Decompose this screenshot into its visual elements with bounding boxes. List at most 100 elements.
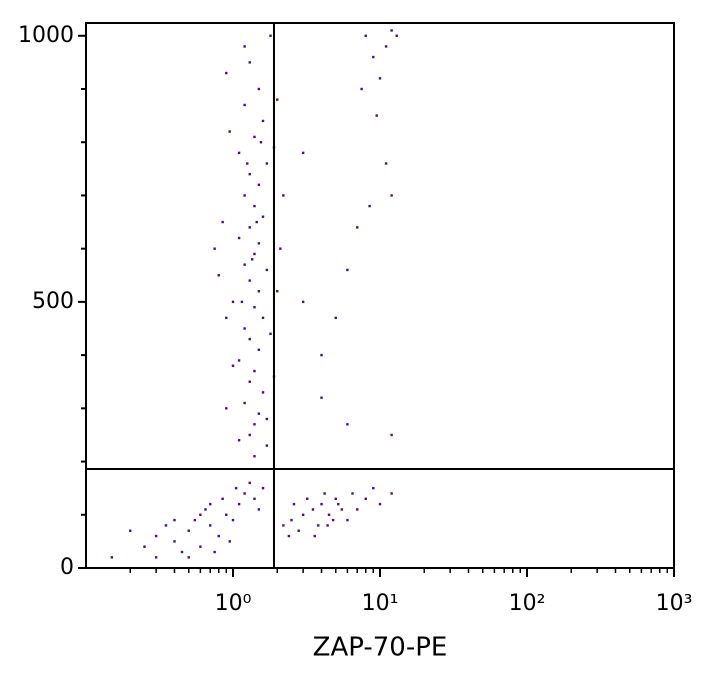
point [384,45,388,48]
point [257,87,261,91]
point [259,141,263,144]
point [110,556,114,559]
point [237,236,241,240]
point [237,439,241,442]
point [248,172,251,176]
point [331,518,335,522]
point [368,204,371,208]
point [253,252,256,256]
point [237,151,241,155]
point [225,316,228,320]
point [384,162,388,165]
point [243,194,246,197]
point [257,183,261,186]
point [297,529,300,532]
point [261,119,265,123]
point [261,486,265,490]
point [253,369,256,373]
point [253,306,256,309]
point [243,103,246,107]
point [265,162,269,165]
point [390,29,393,32]
point [209,502,212,506]
point [187,556,190,559]
point [228,130,231,133]
point [255,220,258,224]
point [231,518,235,522]
point [323,492,326,495]
point [276,98,279,101]
point [261,391,265,394]
point [269,34,272,37]
point [390,492,393,495]
point [129,529,132,532]
point [164,524,168,527]
point [225,407,228,410]
point [199,545,202,548]
point [221,497,224,501]
point [372,486,375,490]
point [356,508,359,511]
point [240,300,244,304]
point [243,263,246,266]
point [187,529,190,532]
point [313,534,316,538]
point [282,524,285,527]
x-tick-label: 10³ [656,591,693,616]
point [265,417,269,421]
point [282,194,285,197]
x-tick-label: 10² [509,591,546,616]
point [311,508,315,511]
point [253,204,256,208]
point [225,513,228,516]
point [360,87,363,91]
point [257,348,261,351]
point [248,226,251,229]
point [346,268,349,272]
point [261,316,265,320]
point [372,55,375,59]
point [257,508,261,511]
point [253,455,256,458]
point [248,279,251,282]
point [356,226,359,229]
point [290,518,293,522]
point [180,550,184,554]
point [301,513,305,516]
point [334,497,337,501]
point [265,444,269,447]
point [253,423,256,426]
point [209,524,212,527]
point [364,34,367,37]
point [221,220,224,224]
point [253,135,256,139]
point [243,492,246,495]
point [243,401,246,405]
plot-frame [85,22,675,569]
point [143,545,146,548]
x-tick-label: 10⁰ [215,591,252,616]
point [390,194,393,197]
point [248,380,251,383]
point [257,412,261,415]
point [287,534,291,538]
point [248,337,251,341]
point [217,274,220,277]
x-tick-label: 10¹ [362,591,399,616]
point [237,502,241,506]
point [257,290,261,293]
point [173,540,176,543]
point [320,502,323,506]
point [248,433,251,437]
y-tick-label: 0 [60,555,74,580]
point [390,433,393,437]
point [154,556,158,559]
point [346,518,349,522]
point [320,353,323,357]
point [378,502,382,506]
point [253,497,256,501]
point [243,327,246,330]
point [243,45,246,48]
point [225,71,228,75]
